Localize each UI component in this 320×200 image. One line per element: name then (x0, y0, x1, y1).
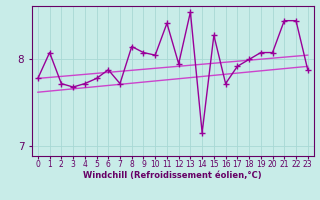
X-axis label: Windchill (Refroidissement éolien,°C): Windchill (Refroidissement éolien,°C) (84, 171, 262, 180)
